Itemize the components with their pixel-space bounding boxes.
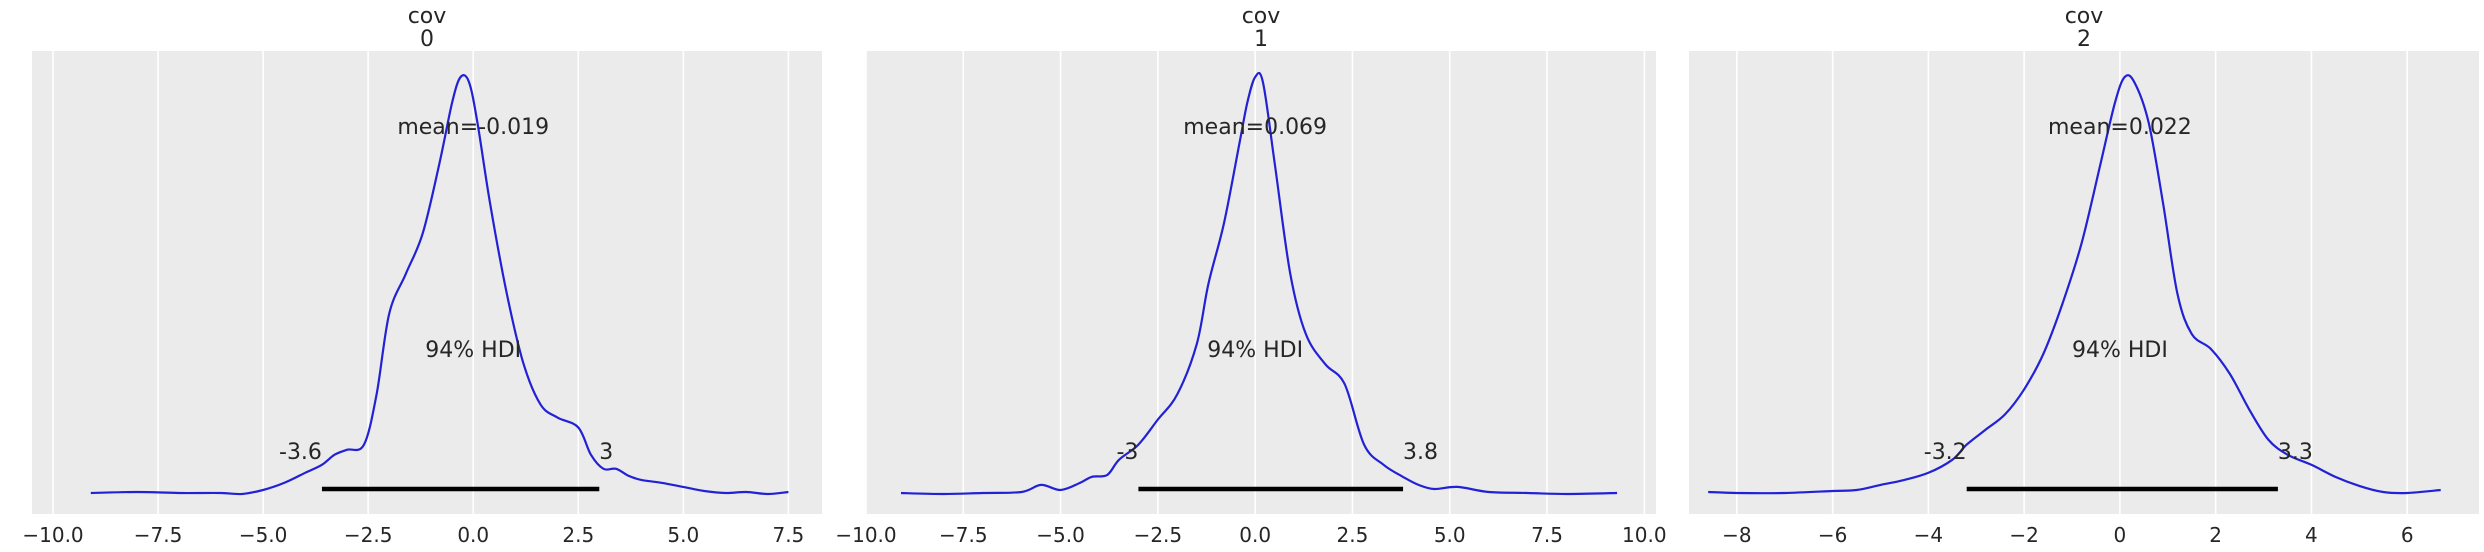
hdi-label: 94% HDI [2072,338,2168,363]
x-tick-label: 7.5 [1531,523,1563,547]
panel-title-line1: cov [408,4,447,29]
x-tick-label: 6 [2401,523,2414,547]
x-tick-label: −2 [2009,523,2038,547]
x-tick-label: −2.5 [344,523,393,547]
x-tick-label: −10.0 [835,523,896,547]
x-tick-label: 0 [2114,523,2127,547]
hdi-high-label: 3.8 [1403,440,1438,465]
density-curve [900,71,1618,496]
x-tick-label: 10.0 [1622,523,1667,547]
panel-title-line1: cov [1242,4,1281,29]
x-tick-label: −2.5 [1134,523,1183,547]
x-tick-label: −10.0 [22,523,83,547]
x-tick-label: 2 [2209,523,2222,547]
panel-title-line2: 1 [1254,27,1268,52]
hdi-high-label: 3 [599,440,613,465]
hdi-label: 94% HDI [425,338,521,363]
plot-background [32,51,822,514]
x-tick-label: 5.0 [667,523,699,547]
x-tick-label: −7.5 [939,523,988,547]
x-tick-label: 4 [2305,523,2318,547]
plot-background [866,51,1656,514]
x-tick-label: 7.5 [772,523,804,547]
x-tick-label: −8 [1722,523,1751,547]
mean-label: mean=0.069 [1183,115,1327,140]
panel-title-line2: 0 [420,27,434,52]
panel-title-line1: cov [2065,4,2104,29]
x-tick-label: −5.0 [239,523,288,547]
x-tick-label: −4 [1914,523,1943,547]
plot-background [1689,51,2479,514]
x-tick-label: −5.0 [1036,523,1085,547]
hdi-low-label: -3.2 [1924,440,1967,465]
x-tick-label: −7.5 [134,523,183,547]
hdi-high-label: 3.3 [2278,440,2313,465]
panel-title-line2: 2 [2077,27,2091,52]
x-tick-label: 5.0 [1434,523,1466,547]
hdi-low-label: -3.6 [279,440,322,465]
mean-label: mean=-0.019 [397,115,549,140]
hdi-label: 94% HDI [1207,338,1303,363]
x-tick-label: 2.5 [1337,523,1369,547]
x-tick-label: 0.0 [1239,523,1271,547]
x-tick-label: 0.0 [457,523,489,547]
density-curve [1708,74,2441,495]
x-tick-label: −6 [1818,523,1847,547]
x-tick-label: 2.5 [562,523,594,547]
mean-label: mean=0.022 [2048,115,2192,140]
hdi-low-label: -3 [1116,440,1138,465]
density-curve [90,74,789,496]
